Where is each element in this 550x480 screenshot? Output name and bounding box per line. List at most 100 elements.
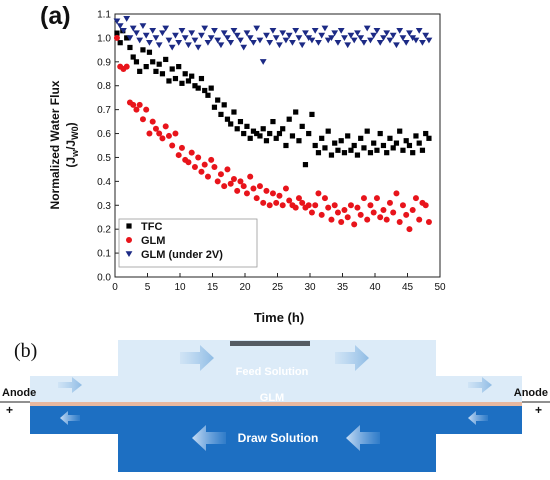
data-point-glm — [152, 125, 159, 132]
data-point-tfc — [380, 142, 387, 149]
data-point-glm-under-2v — [425, 37, 433, 44]
data-point-tfc — [247, 135, 253, 141]
data-point-glm-under-2v — [363, 25, 371, 32]
data-point-glm — [172, 130, 179, 137]
data-point-glm-under-2v — [415, 28, 423, 34]
data-point-tfc — [406, 142, 413, 149]
data-point-glm — [386, 199, 393, 206]
data-point-glm — [373, 195, 380, 202]
data-point-tfc — [185, 78, 192, 84]
data-point-tfc — [270, 118, 276, 125]
data-point-glm — [178, 144, 185, 151]
data-point-tfc — [195, 85, 201, 91]
electrode-bar — [230, 341, 310, 346]
data-point-tfc — [397, 128, 403, 134]
data-point-glm-under-2v — [237, 37, 244, 44]
membrane-label: GLM — [260, 392, 284, 404]
data-point-tfc — [390, 145, 396, 151]
data-point-glm — [169, 142, 176, 149]
data-point-glm — [325, 204, 332, 211]
data-point-tfc — [419, 147, 426, 153]
data-point-tfc — [371, 140, 377, 146]
data-point-glm — [425, 219, 432, 226]
data-point-glm — [227, 180, 234, 187]
data-point-glm-under-2v — [292, 28, 300, 34]
data-point-tfc — [153, 68, 159, 74]
legend-label: GLM (under 2V) — [141, 249, 223, 261]
data-point-glm — [136, 101, 143, 108]
data-point-glm — [279, 202, 286, 209]
data-point-tfc — [130, 54, 136, 60]
y-tick-label: 0.4 — [97, 177, 111, 188]
data-point-glm-under-2v — [230, 28, 238, 34]
data-point-tfc — [280, 126, 286, 132]
data-point-tfc — [137, 68, 143, 74]
data-point-glm-under-2v — [298, 42, 306, 49]
x-tick-label: 10 — [174, 282, 186, 293]
data-point-glm — [334, 209, 341, 216]
data-point-glm — [143, 106, 150, 113]
data-point-glm-under-2v — [253, 25, 261, 32]
y-label-part-b: /J — [64, 140, 78, 150]
data-point-glm-under-2v — [412, 37, 420, 44]
data-point-glm-under-2v — [207, 35, 215, 41]
data-point-glm — [295, 195, 302, 202]
data-point-tfc — [146, 49, 153, 55]
data-point-tfc — [335, 147, 341, 153]
data-point-glm-under-2v — [126, 35, 134, 41]
data-point-glm — [403, 211, 410, 218]
y-axis-label-line1: Normalized Water Flux — [48, 80, 62, 209]
data-point-glm — [139, 116, 146, 123]
data-point-glm-under-2v — [279, 30, 287, 37]
data-point-tfc — [400, 147, 406, 153]
data-point-glm-under-2v — [139, 23, 147, 30]
data-point-glm — [393, 190, 400, 197]
data-point-tfc — [169, 66, 175, 72]
data-point-tfc — [348, 147, 354, 153]
data-point-tfc — [156, 61, 162, 67]
data-point-glm-under-2v — [386, 37, 394, 44]
data-point-glm-under-2v — [168, 44, 176, 51]
data-point-glm-under-2v — [250, 39, 257, 46]
data-point-tfc — [260, 126, 266, 132]
data-point-tfc — [244, 123, 250, 129]
data-point-glm — [133, 106, 140, 113]
data-point-glm — [188, 149, 195, 156]
data-point-tfc — [127, 44, 133, 51]
y-axis-label-line2: (Jw/JW0) — [64, 122, 80, 167]
data-point-glm — [224, 166, 231, 173]
data-point-glm — [406, 226, 413, 233]
data-point-glm — [273, 199, 280, 206]
data-point-glm-under-2v — [347, 32, 355, 39]
data-point-glm-under-2v — [357, 35, 365, 41]
data-point-tfc — [192, 83, 198, 89]
data-point-glm-under-2v — [360, 39, 368, 46]
data-point-glm — [396, 219, 403, 226]
data-point-glm-under-2v — [344, 42, 352, 49]
data-point-tfc — [289, 133, 296, 139]
water-flux-chart: 0 5 10 15 20 25 30 35 40 45 50 0.0 0.1 0.2 0.3 0.4 0.5 0.… — [48, 10, 446, 326]
data-point-glm-under-2v — [220, 30, 228, 37]
data-point-tfc — [358, 135, 364, 141]
data-point-tfc — [325, 128, 331, 134]
feed-arrow-1 — [180, 345, 214, 371]
data-point-tfc — [283, 142, 289, 149]
data-point-glm — [412, 195, 419, 202]
data-point-glm-under-2v — [399, 35, 407, 41]
y-tick-label: 0.1 — [97, 249, 111, 260]
data-point-tfc — [319, 135, 325, 141]
panel-b-label: (b) — [14, 340, 38, 362]
legend-marker — [125, 251, 133, 258]
data-point-tfc — [345, 133, 351, 139]
data-point-glm — [165, 132, 172, 139]
data-point-glm-under-2v — [350, 37, 358, 44]
data-point-tfc — [228, 121, 234, 127]
data-point-glm — [328, 216, 335, 223]
data-point-glm — [260, 199, 267, 206]
data-point-glm — [305, 202, 312, 209]
data-point-glm-under-2v — [409, 35, 417, 41]
y-tick-label: 0.2 — [97, 225, 111, 236]
data-point-glm — [253, 195, 260, 202]
data-point-glm-under-2v — [380, 35, 387, 41]
data-point-glm — [240, 183, 247, 190]
